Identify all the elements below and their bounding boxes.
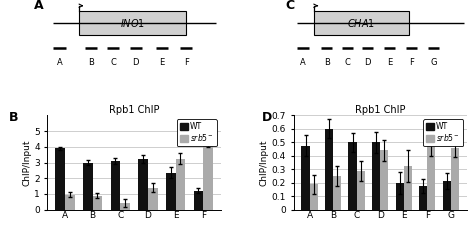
Text: B: B [324,58,329,68]
Text: D: D [365,58,371,68]
Bar [443,182,451,210]
Text: F: F [183,58,189,68]
Text: D: D [262,111,273,124]
Bar [92,195,102,210]
Bar [55,148,65,210]
Bar [148,188,157,210]
Bar [138,159,148,210]
Bar [357,171,365,210]
FancyBboxPatch shape [314,11,409,35]
Bar [65,195,74,210]
Text: C: C [110,58,116,68]
Y-axis label: ChIP/Input: ChIP/Input [22,139,31,186]
Bar [120,203,130,210]
Bar [380,151,389,210]
Text: E: E [159,58,164,68]
Bar [451,148,459,210]
Text: A: A [300,58,306,68]
Text: D: D [133,58,139,68]
FancyBboxPatch shape [79,11,186,35]
Bar [372,142,380,210]
Bar [175,159,185,210]
Text: $\it{CHA1}$: $\it{CHA1}$ [347,17,375,29]
Legend: WT, $srb5^-$: WT, $srb5^-$ [177,119,217,147]
Bar [404,166,412,210]
Title: Rpb1 ChIP: Rpb1 ChIP [355,105,405,115]
Legend: WT, $srb5^-$: WT, $srb5^-$ [423,119,463,147]
Bar [301,146,310,210]
Text: $\it{INO1}$: $\it{INO1}$ [120,17,145,29]
Y-axis label: ChIP/Input: ChIP/Input [260,139,269,186]
Text: C: C [344,58,350,68]
Bar [193,191,203,210]
Bar [110,161,120,210]
Text: B: B [9,111,19,124]
Bar [166,173,175,210]
Text: A: A [57,58,63,68]
Bar [333,176,341,210]
Bar [203,140,213,210]
Text: C: C [285,0,294,12]
Text: G: G [430,58,437,68]
Bar [427,143,436,210]
Text: B: B [88,58,94,68]
Text: E: E [387,58,392,68]
Text: F: F [409,58,414,68]
Bar [348,142,357,210]
Text: A: A [34,0,43,12]
Bar [310,184,318,210]
Bar [419,186,427,210]
Bar [325,129,333,210]
Bar [395,183,404,210]
Title: Rpb1 ChIP: Rpb1 ChIP [109,105,159,115]
Bar [83,163,92,210]
